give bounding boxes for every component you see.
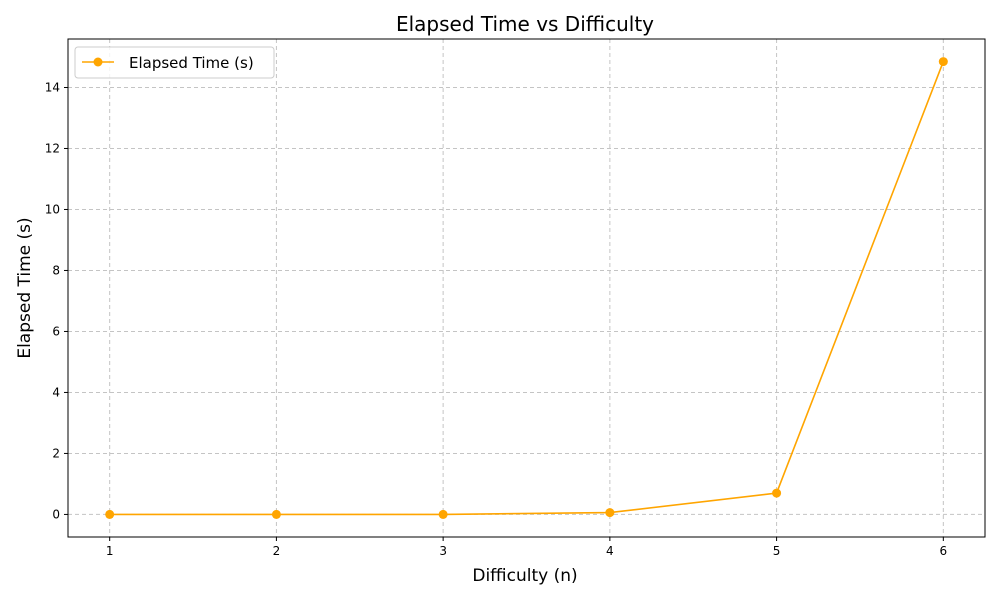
y-tick-label: 14: [45, 80, 60, 94]
y-axis-title: Elapsed Time (s): [15, 217, 35, 358]
series-layer: [105, 57, 948, 519]
x-tick-label: 6: [939, 544, 947, 558]
legend-box: [74, 46, 275, 79]
y-tick-label: 0: [52, 507, 60, 521]
series-line: [109, 61, 945, 516]
legend-marker: [93, 57, 103, 67]
x-tick-label: 2: [273, 544, 281, 558]
legend-label: Elapsed Time (s): [129, 54, 254, 72]
data-point: [271, 509, 281, 519]
legend: Elapsed Time (s): [74, 46, 275, 79]
x-tick-label: 4: [606, 544, 614, 558]
data-point: [938, 57, 948, 67]
y-tick-label: 6: [52, 324, 60, 338]
x-axis-title: Difficulty (n): [472, 566, 577, 586]
y-tick-label: 12: [45, 141, 60, 155]
y-tick-label: 4: [52, 385, 60, 399]
y-tick-label: 2: [52, 446, 60, 460]
y-tick-label: 8: [52, 263, 60, 277]
data-point: [772, 488, 782, 498]
chart-title: Elapsed Time vs Difficulty: [396, 12, 654, 36]
x-tick-label: 3: [439, 544, 447, 558]
grid-layer: [68, 39, 985, 537]
data-point: [438, 509, 448, 519]
plot-frame: [67, 38, 986, 538]
y-tick-label: 10: [45, 202, 60, 216]
data-point: [105, 509, 115, 519]
data-point: [605, 508, 615, 518]
x-tick-label: 1: [106, 544, 114, 558]
x-tick-label: 5: [773, 544, 781, 558]
